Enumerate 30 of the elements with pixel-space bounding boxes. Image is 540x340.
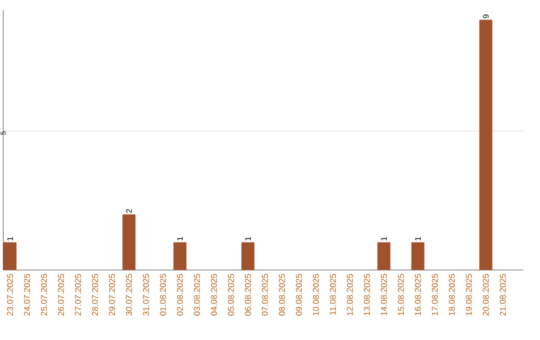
x-tick-label: 14.08.2025 <box>380 274 387 316</box>
x-tick-label: 13.08.2025 <box>364 274 370 316</box>
x-tick-label: 04.08.2025 <box>210 274 217 316</box>
x-tick-label: 18.08.2025 <box>448 274 455 316</box>
x-tick-label: 31.07.2025 <box>142 274 149 316</box>
x-tick-label: 25.07.2025 <box>41 274 47 316</box>
x-tick-label: 27.07.2025 <box>74 274 81 316</box>
x-tick-label: 21.08.2025 <box>500 274 506 316</box>
x-tick-label: 06.08.2025 <box>244 274 251 316</box>
x-tick-label: 26.07.2025 <box>58 274 64 316</box>
x-tick-label: 07.08.2025 <box>262 274 268 316</box>
x-tick-label: 23.07.2025 <box>7 274 13 316</box>
x-tick-label: 17.08.2025 <box>432 274 438 316</box>
x-tick-label: 05.08.2025 <box>228 274 234 316</box>
x-tick-label: 01.08.2025 <box>160 274 166 316</box>
x-tick-label: 30.07.2025 <box>126 274 132 316</box>
x-tick-label: 20.08.2025 <box>482 274 489 316</box>
x-tick-label: 09.08.2025 <box>296 274 302 316</box>
x-tick-label: 16.08.2025 <box>414 274 421 316</box>
x-tick-label: 03.08.2025 <box>194 274 200 316</box>
x-tick-label: 12.08.2025 <box>346 274 353 316</box>
x-tick-label: 02.08.2025 <box>176 274 183 316</box>
x-tick-label: 10.08.2025 <box>312 274 319 316</box>
x-tick-label: 08.08.2025 <box>278 274 285 316</box>
x-tick-label: 28.07.2025 <box>92 274 98 316</box>
x-tick-label: 24.07.2025 <box>24 274 30 316</box>
x-tick-label: 19.08.2025 <box>466 274 472 316</box>
x-tick-label: 11.08.2025 <box>330 274 336 315</box>
x-tick-label: 15.08.2025 <box>398 274 404 316</box>
x-tick-label: 29.07.2025 <box>108 274 115 316</box>
